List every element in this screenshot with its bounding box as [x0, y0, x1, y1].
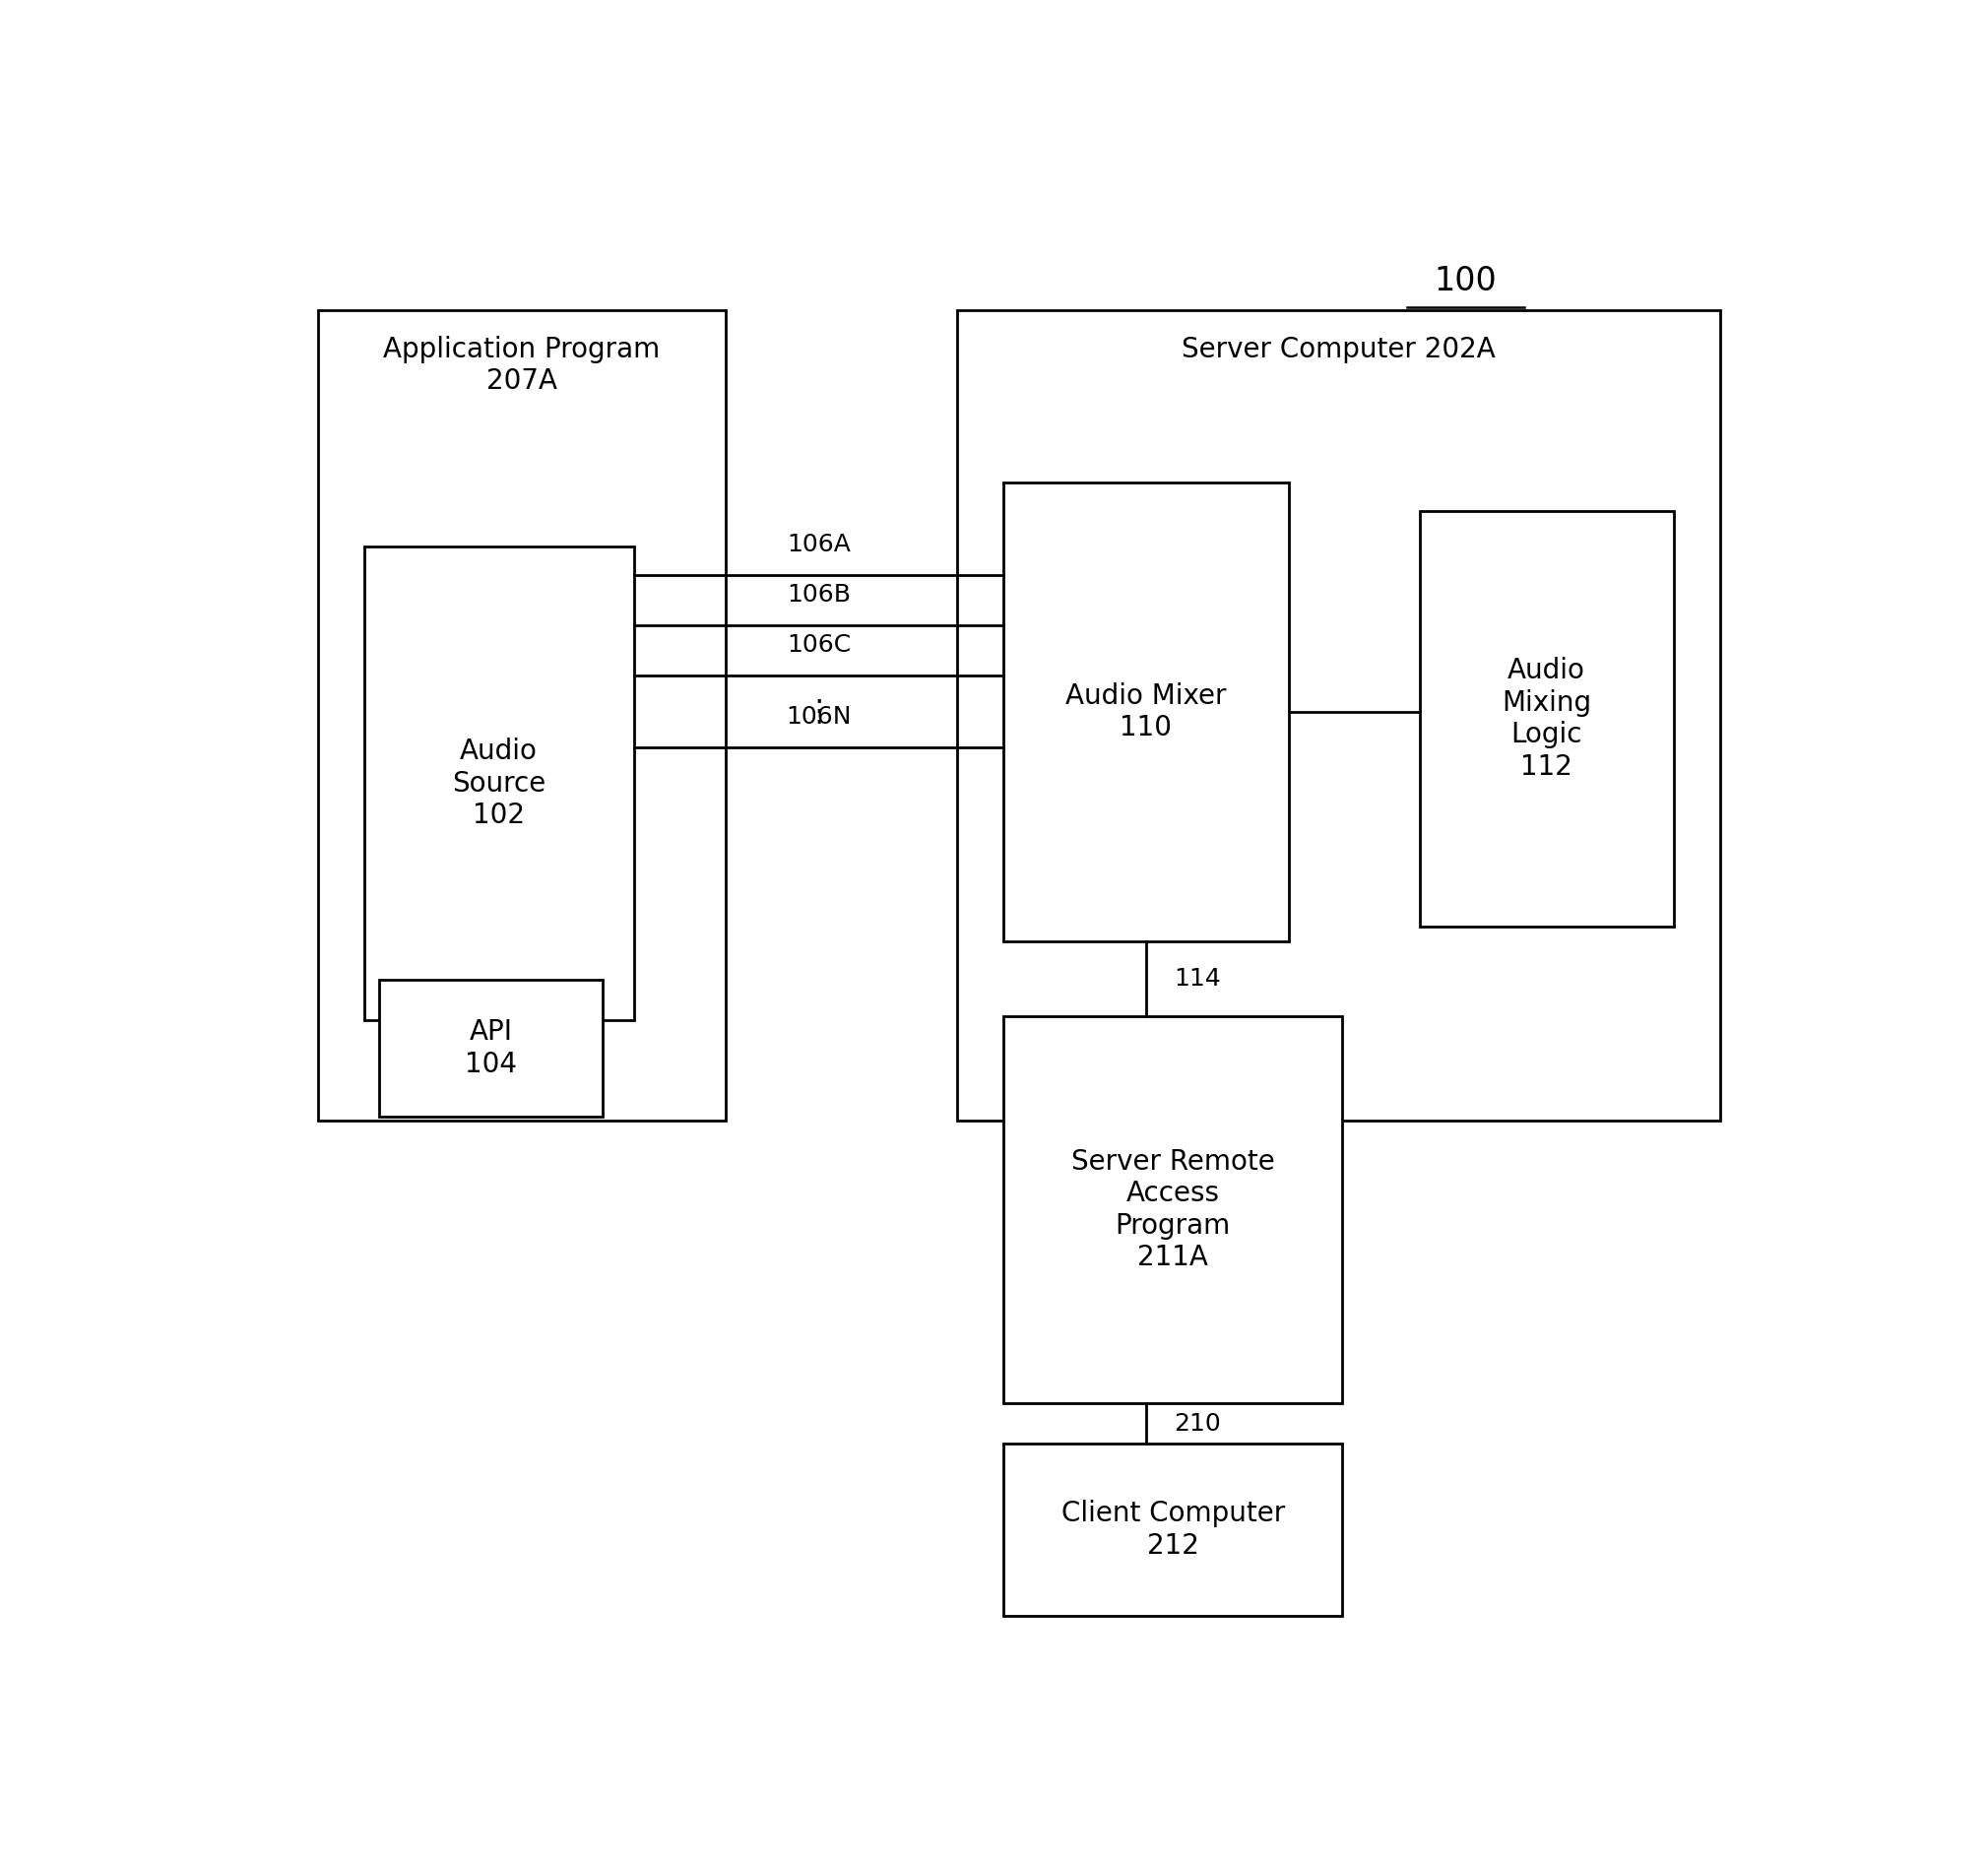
Bar: [1004, 483, 1288, 941]
Text: Client Computer
212: Client Computer 212: [1062, 1501, 1284, 1560]
Bar: [958, 309, 1720, 1120]
Text: Audio
Source
102: Audio Source 102: [451, 738, 547, 829]
Text: 106A: 106A: [787, 533, 851, 557]
Text: 106C: 106C: [787, 634, 851, 658]
Text: 106N: 106N: [785, 705, 851, 729]
Bar: [364, 546, 634, 1020]
Bar: [318, 309, 726, 1120]
Text: 100: 100: [1433, 265, 1497, 298]
Text: Application Program
207A: Application Program 207A: [384, 336, 660, 395]
Text: 210: 210: [1173, 1411, 1221, 1435]
Bar: [1004, 1016, 1342, 1404]
Text: Server Computer 202A: Server Computer 202A: [1181, 336, 1495, 363]
Text: Audio Mixer
110: Audio Mixer 110: [1066, 682, 1227, 742]
Text: Audio
Mixing
Logic
112: Audio Mixing Logic 112: [1501, 658, 1592, 781]
Text: Server Remote
Access
Program
211A: Server Remote Access Program 211A: [1072, 1148, 1274, 1271]
Text: 114: 114: [1173, 967, 1221, 990]
Text: 106B: 106B: [787, 583, 851, 608]
Bar: [380, 980, 602, 1117]
Text: ⋮: ⋮: [803, 697, 833, 725]
Text: API
104: API 104: [465, 1018, 517, 1077]
Bar: [1004, 1443, 1342, 1616]
Bar: [1419, 511, 1674, 926]
